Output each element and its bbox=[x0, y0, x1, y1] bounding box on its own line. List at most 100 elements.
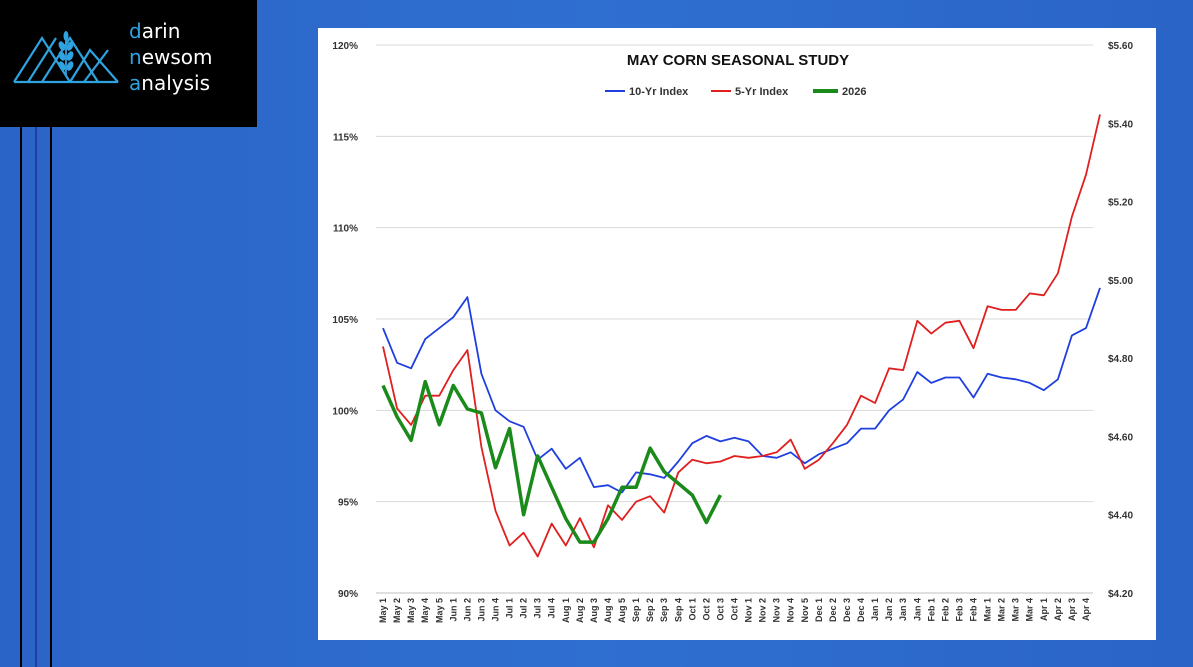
x-tick-label: Jan 2 bbox=[884, 598, 894, 621]
brand-wordmark: darin newsom analysis bbox=[129, 18, 213, 96]
y-left-tick-label: 120% bbox=[332, 41, 358, 52]
y-left-tick-label: 95% bbox=[338, 498, 358, 509]
brand-line-2: newsom bbox=[129, 44, 213, 70]
divider-line bbox=[35, 127, 37, 667]
brand-letter: d bbox=[129, 19, 142, 43]
x-tick-label: Sep 4 bbox=[673, 598, 683, 622]
x-tick-label: May 2 bbox=[392, 598, 402, 623]
divider-line bbox=[50, 127, 52, 667]
y-right-tick-label: $5.00 bbox=[1108, 276, 1133, 287]
x-tick-label: Feb 4 bbox=[969, 598, 979, 622]
series-2026 bbox=[381, 379, 722, 544]
y-axis-left: 90% 95% 100% 105% 110% 115% 120% bbox=[332, 41, 358, 600]
x-tick-label: May 1 bbox=[378, 598, 388, 623]
brand-letter: a bbox=[129, 71, 142, 95]
chart-panel: MAY CORN SEASONAL STUDY 10-Yr Index 5-Yr … bbox=[318, 28, 1156, 640]
series-line bbox=[382, 114, 1101, 558]
x-tick-label: Nov 5 bbox=[800, 598, 810, 623]
x-tick-label: Jun 3 bbox=[476, 598, 486, 622]
y-right-tick-label: $5.60 bbox=[1108, 41, 1133, 52]
brand-line-3: analysis bbox=[129, 70, 213, 96]
series-line bbox=[382, 287, 1101, 494]
x-tick-label: Aug 1 bbox=[561, 598, 571, 623]
x-tick-label: Feb 1 bbox=[926, 598, 936, 622]
mountain-wheat-icon bbox=[13, 31, 119, 84]
brand-logo: darin newsom analysis bbox=[0, 0, 257, 127]
x-tick-label: Oct 4 bbox=[730, 598, 740, 621]
x-tick-label: May 3 bbox=[406, 598, 416, 623]
x-tick-label: Apr 4 bbox=[1081, 598, 1091, 621]
x-tick-label: Aug 3 bbox=[589, 598, 599, 623]
x-tick-label: Dec 3 bbox=[842, 598, 852, 622]
x-tick-label: Apr 2 bbox=[1053, 598, 1063, 621]
divider-line bbox=[20, 127, 22, 667]
y-left-tick-label: 110% bbox=[333, 224, 358, 235]
x-tick-label: Sep 2 bbox=[645, 598, 655, 622]
x-tick-label: Oct 3 bbox=[715, 598, 725, 621]
y-left-tick-label: 90% bbox=[338, 589, 358, 600]
y-right-tick-label: $5.40 bbox=[1108, 119, 1133, 130]
brand-text: som bbox=[170, 45, 213, 69]
x-tick-label: Aug 5 bbox=[617, 598, 627, 623]
x-tick-label: Jul 2 bbox=[519, 598, 529, 619]
y-axis-right: $4.20 $4.40 $4.60 $4.80 $5.00 $5.20 $5.40 $5.60 bbox=[1108, 41, 1133, 600]
x-tick-label: Jun 2 bbox=[462, 598, 472, 622]
x-tick-label: Nov 4 bbox=[786, 598, 796, 623]
x-tick-label: Jan 1 bbox=[870, 598, 880, 621]
x-tick-label: Mar 2 bbox=[997, 598, 1007, 622]
x-tick-label: Jun 1 bbox=[448, 598, 458, 622]
x-tick-label: Oct 2 bbox=[701, 598, 711, 621]
legend-item: 10-Yr Index bbox=[605, 86, 689, 98]
x-tick-label: Sep 3 bbox=[659, 598, 669, 622]
x-tick-label: Jul 4 bbox=[547, 598, 557, 619]
series-10-yr-index bbox=[382, 287, 1101, 494]
x-tick-label: Nov 1 bbox=[744, 598, 754, 623]
brand-letter: n bbox=[129, 45, 142, 69]
x-tick-label: Jan 4 bbox=[912, 598, 922, 621]
y-right-tick-label: $4.40 bbox=[1108, 511, 1133, 522]
y-right-tick-label: $4.20 bbox=[1108, 589, 1133, 600]
legend-item: 5-Yr Index bbox=[711, 86, 789, 98]
x-tick-label: Apr 3 bbox=[1067, 598, 1077, 621]
seasonal-chart: MAY CORN SEASONAL STUDY 10-Yr Index 5-Yr … bbox=[332, 41, 1133, 623]
x-tick-label: Aug 4 bbox=[603, 598, 613, 623]
x-tick-label: Apr 1 bbox=[1039, 598, 1049, 621]
legend-item: 2026 bbox=[813, 86, 866, 98]
brand-line-1: darin bbox=[129, 18, 213, 44]
x-tick-label: Oct 1 bbox=[687, 598, 697, 621]
y-right-tick-label: $4.80 bbox=[1108, 354, 1133, 365]
x-tick-label: May 4 bbox=[420, 598, 430, 623]
x-tick-label: Jul 3 bbox=[533, 598, 543, 619]
y-left-tick-label: 105% bbox=[332, 315, 358, 326]
y-right-tick-label: $4.60 bbox=[1108, 432, 1133, 443]
x-tick-label: Mar 4 bbox=[1025, 598, 1035, 622]
x-tick-label: Mar 1 bbox=[983, 598, 993, 622]
chart-legend: 10-Yr Index 5-Yr Index 2026 bbox=[605, 86, 866, 98]
legend-label: 10-Yr Index bbox=[629, 86, 689, 98]
x-tick-label: Dec 2 bbox=[828, 598, 838, 622]
brand-text: nalysis bbox=[141, 71, 210, 95]
x-tick-label: Feb 2 bbox=[940, 598, 950, 622]
x-tick-label: Dec 1 bbox=[814, 598, 824, 622]
x-tick-label: Nov 2 bbox=[758, 598, 768, 623]
x-tick-label: Feb 3 bbox=[954, 598, 964, 622]
x-tick-label: Sep 1 bbox=[631, 598, 641, 622]
x-tick-label: Jun 4 bbox=[491, 598, 501, 622]
brand-text: ew bbox=[141, 45, 171, 69]
x-axis: May 1 May 2 May 3 May 4 May 5 Jun 1 Jun 2 Jun 3… bbox=[376, 592, 1093, 623]
y-left-tick-label: 115% bbox=[333, 132, 358, 143]
series-5-yr-index bbox=[382, 114, 1101, 558]
y-right-tick-label: $5.20 bbox=[1108, 198, 1133, 209]
brand-text: arin bbox=[141, 19, 181, 43]
x-tick-label: Mar 3 bbox=[1011, 598, 1021, 622]
x-tick-label: Jan 3 bbox=[898, 598, 908, 621]
x-tick-label: Nov 3 bbox=[772, 598, 782, 623]
chart-title: MAY CORN SEASONAL STUDY bbox=[627, 52, 849, 69]
series-line bbox=[381, 379, 722, 544]
x-tick-label: Jul 1 bbox=[505, 598, 515, 619]
legend-label: 5-Yr Index bbox=[735, 86, 789, 98]
x-tick-label: May 5 bbox=[434, 598, 444, 623]
x-tick-label: Dec 4 bbox=[856, 598, 866, 622]
legend-label: 2026 bbox=[842, 86, 866, 98]
chart-grid bbox=[376, 44, 1093, 594]
